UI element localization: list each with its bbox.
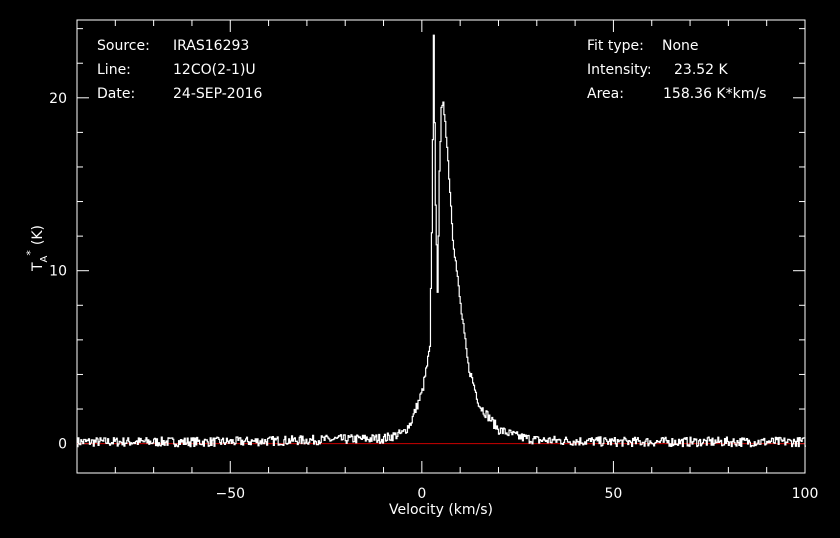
y-axis-label-unit: (K) <box>30 225 46 245</box>
x-axis-label: Velocity (km/s) <box>389 502 493 518</box>
date-value: 24-SEP-2016 <box>173 86 263 102</box>
y-tick-label: 20 <box>49 91 67 107</box>
x-tick-labels: −50 0 50 100 <box>215 486 818 502</box>
x-tick-label: 50 <box>605 486 623 502</box>
intensity-label: Intensity: <box>587 62 652 78</box>
y-tick-label: 0 <box>58 437 67 453</box>
fit-type-label: Fit type: <box>587 38 644 54</box>
y-tick-labels: 0 10 20 <box>49 91 67 453</box>
axis-ticks <box>76 20 806 473</box>
spectrum-line <box>77 34 806 448</box>
fit-type-value: None <box>662 38 699 54</box>
line-label: Line: <box>97 62 131 78</box>
date-label: Date: <box>97 86 135 102</box>
svg-text:TA*(K): TA* (K) <box>24 225 50 272</box>
x-tick-label: 100 <box>792 486 819 502</box>
x-tick-label: −50 <box>215 486 245 502</box>
plot-frame <box>76 19 806 474</box>
y-axis-label-sup: * <box>24 250 37 256</box>
x-tick-label: 0 <box>417 486 426 502</box>
y-axis-label: TA* (K) <box>24 225 50 272</box>
source-label: Source: <box>97 38 150 54</box>
y-axis-label-sub: A <box>39 255 50 262</box>
area-label: Area: <box>587 86 624 102</box>
source-value: IRAS16293 <box>173 38 249 54</box>
intensity-value: 23.52 K <box>674 62 729 78</box>
area-value: 158.36 K*km/s <box>663 86 766 102</box>
y-axis-label-main: T <box>30 262 46 272</box>
line-value: 12CO(2-1)U <box>173 62 256 78</box>
y-tick-label: 10 <box>49 264 67 280</box>
